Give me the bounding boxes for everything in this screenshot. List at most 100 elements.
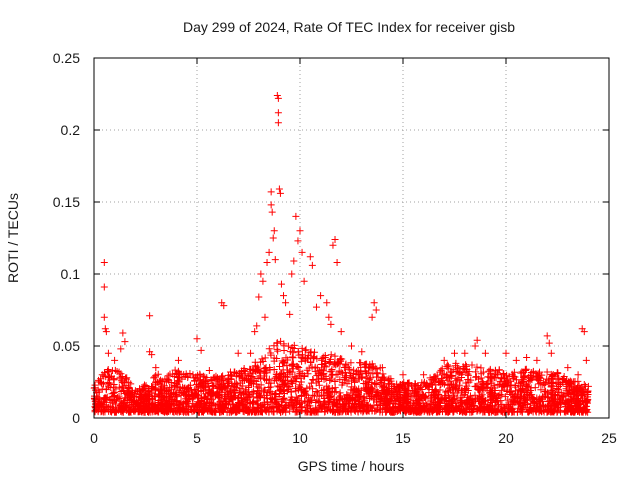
x-axis-label: GPS time / hours bbox=[298, 458, 405, 474]
data-point bbox=[499, 370, 507, 378]
data-point bbox=[277, 385, 285, 393]
data-point bbox=[233, 381, 241, 389]
data-point bbox=[321, 351, 329, 359]
data-point bbox=[370, 299, 378, 307]
data-point bbox=[372, 389, 380, 397]
data-point bbox=[404, 392, 412, 400]
data-point bbox=[486, 389, 494, 397]
data-point bbox=[270, 357, 278, 365]
data-point bbox=[237, 370, 245, 378]
data-point bbox=[98, 371, 106, 379]
data-point bbox=[539, 381, 547, 389]
data-point bbox=[172, 407, 180, 415]
data-point bbox=[403, 395, 411, 403]
data-point bbox=[278, 357, 286, 365]
data-point bbox=[197, 346, 205, 354]
data-point bbox=[171, 383, 179, 391]
data-point bbox=[357, 359, 365, 367]
data-point bbox=[253, 387, 261, 395]
data-point bbox=[180, 371, 188, 379]
data-point bbox=[413, 408, 421, 416]
data-point bbox=[479, 378, 487, 386]
data-point bbox=[227, 393, 235, 401]
data-point bbox=[99, 401, 107, 409]
data-point bbox=[257, 393, 265, 401]
data-point bbox=[396, 382, 404, 390]
data-point bbox=[471, 382, 479, 390]
data-point bbox=[148, 351, 156, 359]
data-point bbox=[101, 325, 109, 333]
data-point bbox=[377, 395, 385, 403]
data-point bbox=[263, 395, 271, 403]
data-point bbox=[574, 407, 582, 415]
data-point bbox=[331, 377, 339, 385]
data-point bbox=[181, 390, 189, 398]
data-point bbox=[342, 372, 350, 380]
data-point bbox=[304, 402, 312, 410]
data-point bbox=[293, 407, 301, 415]
data-point bbox=[370, 402, 378, 410]
data-point bbox=[130, 399, 138, 407]
data-point bbox=[163, 408, 171, 416]
data-point bbox=[311, 367, 319, 375]
data-point bbox=[554, 375, 562, 383]
data-point bbox=[327, 320, 335, 328]
data-point bbox=[459, 391, 467, 399]
data-point bbox=[543, 332, 551, 340]
data-point bbox=[335, 367, 343, 375]
data-point bbox=[334, 371, 342, 379]
data-point bbox=[278, 376, 286, 384]
data-point bbox=[519, 401, 527, 409]
data-point bbox=[256, 372, 264, 380]
data-point bbox=[96, 378, 104, 386]
data-point bbox=[462, 399, 470, 407]
data-point bbox=[333, 396, 341, 404]
x-tick-label: 10 bbox=[292, 430, 308, 446]
data-point bbox=[163, 388, 171, 396]
data-point bbox=[501, 408, 509, 416]
data-point bbox=[568, 397, 576, 405]
data-point bbox=[318, 366, 326, 374]
data-point bbox=[521, 395, 529, 403]
data-point bbox=[457, 387, 465, 395]
axis-ticks: 0 5 10 15 20 25 0 0.05 0.1 0.15 0.2 0.25 bbox=[53, 50, 617, 446]
data-point bbox=[273, 339, 281, 347]
data-point bbox=[536, 398, 544, 406]
data-point bbox=[146, 312, 154, 320]
data-point bbox=[111, 366, 119, 374]
data-point bbox=[481, 349, 489, 357]
data-point bbox=[555, 382, 563, 390]
data-point bbox=[301, 357, 309, 365]
data-point bbox=[423, 408, 431, 416]
data-point bbox=[267, 349, 275, 357]
data-point bbox=[287, 388, 295, 396]
data-point bbox=[557, 396, 565, 404]
data-point bbox=[570, 385, 578, 393]
data-point bbox=[266, 363, 274, 371]
data-point bbox=[260, 403, 268, 411]
data-point bbox=[463, 393, 471, 401]
data-point bbox=[122, 374, 130, 382]
data-point bbox=[443, 361, 451, 369]
data-point bbox=[373, 369, 381, 377]
data-point bbox=[267, 188, 275, 196]
data-point bbox=[331, 352, 339, 360]
data-point bbox=[441, 399, 449, 407]
data-point bbox=[254, 366, 262, 374]
data-point bbox=[312, 388, 320, 396]
data-point bbox=[417, 405, 425, 413]
data-point bbox=[579, 396, 587, 404]
data-point bbox=[350, 385, 358, 393]
data-point bbox=[272, 404, 280, 412]
data-point bbox=[110, 380, 118, 388]
data-point bbox=[523, 354, 531, 362]
x-tick-label: 5 bbox=[193, 430, 201, 446]
data-point bbox=[266, 388, 274, 396]
data-point bbox=[526, 392, 534, 400]
data-point bbox=[479, 379, 487, 387]
data-point bbox=[173, 369, 181, 377]
data-point bbox=[220, 302, 228, 310]
data-point bbox=[359, 395, 367, 403]
data-point bbox=[217, 385, 225, 393]
plot-frame bbox=[93, 57, 610, 419]
